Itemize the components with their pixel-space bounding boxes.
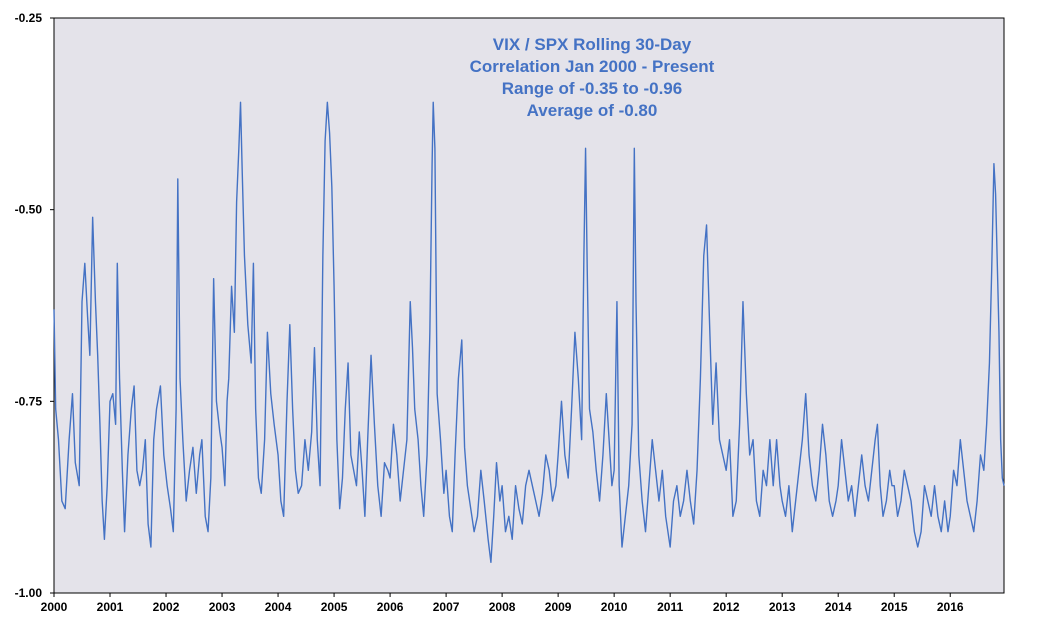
y-tick-label: -0.25	[15, 11, 43, 25]
x-tick-label: 2006	[377, 600, 404, 614]
x-tick-label: 2011	[657, 600, 683, 614]
x-tick-label: 2005	[321, 600, 348, 614]
x-tick-label: 2013	[769, 600, 796, 614]
y-tick-label: -0.75	[15, 394, 43, 408]
series-line	[53, 101, 1005, 564]
title-line-3: Range of -0.35 to -0.96	[502, 79, 682, 98]
x-tick-label: 2008	[489, 600, 516, 614]
y-tick-label: -0.50	[15, 203, 43, 217]
x-tick-label: 2000	[41, 600, 68, 614]
title-line-1: VIX / SPX Rolling 30-Day	[493, 35, 692, 54]
x-tick-label: 2010	[601, 600, 628, 614]
title-line-2: Correlation Jan 2000 - Present	[470, 57, 715, 76]
x-tick-label: 2007	[433, 600, 460, 614]
plot-area	[53, 17, 1005, 594]
x-tick-label: 2002	[153, 600, 180, 614]
x-tick-label: 2015	[881, 600, 908, 614]
x-axis: 2000 2001 2002 2003 2004 2005 2006 2007 2008 2009…	[41, 593, 964, 614]
x-tick-label: 2004	[265, 600, 292, 614]
x-tick-label: 2016	[937, 600, 964, 614]
y-axis: -0.25 -0.50 -0.75 -1.00	[15, 11, 54, 600]
series-group	[53, 101, 1005, 564]
x-tick-label: 2009	[545, 600, 572, 614]
y-tick-label: -1.00	[15, 586, 43, 600]
chart-title: VIX / SPX Rolling 30-Day Correlation Jan…	[470, 35, 715, 120]
x-tick-label: 2012	[713, 600, 740, 614]
x-tick-label: 2001	[97, 600, 124, 614]
x-tick-label: 2003	[209, 600, 236, 614]
title-line-4: Average of -0.80	[527, 101, 658, 120]
x-tick-label: 2014	[825, 600, 852, 614]
